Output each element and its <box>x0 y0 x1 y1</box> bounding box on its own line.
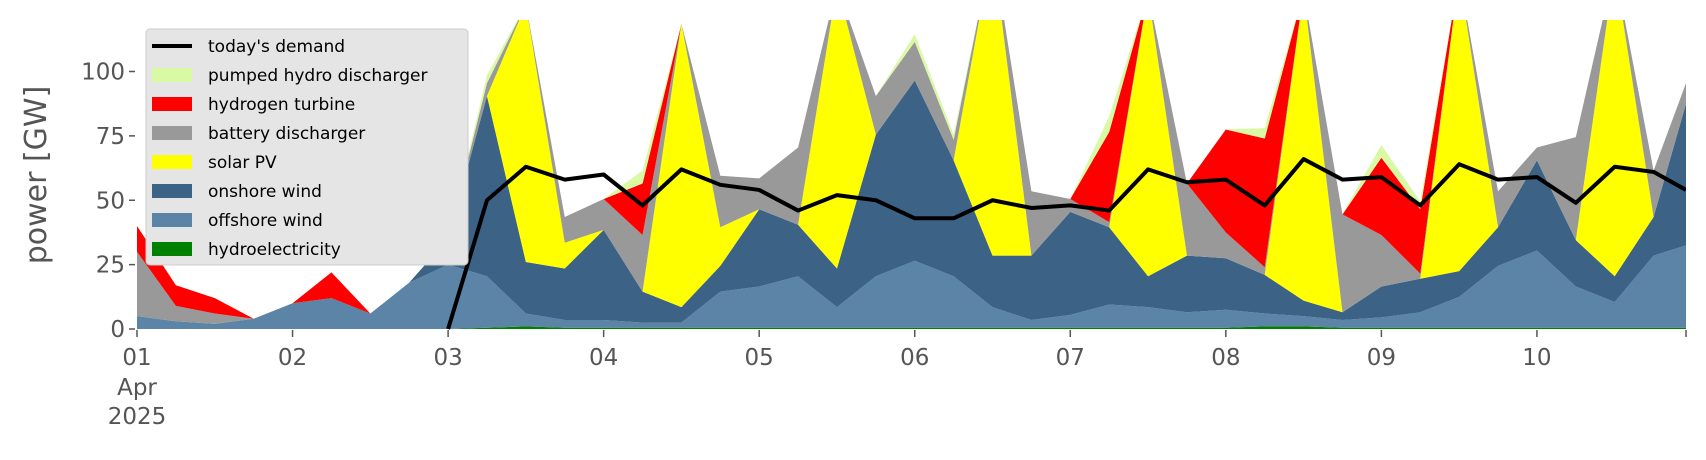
x-tick-label: 06 <box>900 345 929 371</box>
legend-label: pumped hydro discharger <box>208 66 427 86</box>
x-tick-label: 03 <box>433 345 462 371</box>
legend-label: hydroelectricity <box>208 240 341 260</box>
stacked-areas <box>137 20 1686 329</box>
y-tick-label: 0 <box>110 317 125 343</box>
legend-swatch <box>152 97 192 111</box>
x-tick-label: 07 <box>1056 345 1085 371</box>
area-solar-pv <box>137 20 1686 324</box>
y-tick-label: 25 <box>96 253 125 279</box>
y-axis: 0 25 50 75 100 <box>81 60 135 343</box>
y-axis-label: power [GW] <box>19 86 54 265</box>
legend-label: hydrogen turbine <box>208 95 355 115</box>
x-tick-label: 09 <box>1367 345 1396 371</box>
legend-label: today's demand <box>208 37 345 57</box>
legend: today's demand pumped hydro discharger hyd… <box>145 28 469 266</box>
area-offshore-wind <box>137 245 1686 329</box>
x-tick-sublabel: 2025 <box>108 404 167 430</box>
x-tick-label: 01 <box>122 345 151 371</box>
area-onshore-wind <box>137 80 1686 324</box>
x-tick-label: 08 <box>1211 345 1240 371</box>
legend-swatch <box>152 155 192 169</box>
legend-label: solar PV <box>208 153 277 173</box>
x-tick-label: 04 <box>589 345 618 371</box>
y-tick-label: 100 <box>81 60 125 86</box>
x-tick-sublabel: Apr <box>117 375 157 401</box>
legend-box <box>145 28 469 266</box>
legend-label: offshore wind <box>208 211 323 231</box>
legend-swatch <box>152 213 192 227</box>
legend-label: onshore wind <box>208 182 322 202</box>
x-tick-label: 05 <box>745 345 774 371</box>
y-tick-label: 50 <box>96 188 125 214</box>
legend-label: battery discharger <box>208 124 365 144</box>
demand-line-layer <box>446 157 1686 330</box>
legend-swatch <box>152 126 192 140</box>
area-hydrogen-turbine <box>137 20 1686 319</box>
x-tick-label: 10 <box>1522 345 1551 371</box>
x-tick-label: 02 <box>278 345 307 371</box>
legend-swatch <box>152 184 192 198</box>
legend-swatch <box>152 68 192 82</box>
area-battery-discharger <box>137 20 1686 324</box>
y-tick-label: 75 <box>96 124 125 150</box>
series-line-todays-demand <box>446 157 1686 330</box>
x-axis: 01 Apr 2025 02 03 04 05 06 07 08 09 10 <box>108 330 1687 430</box>
legend-swatch <box>152 242 192 256</box>
